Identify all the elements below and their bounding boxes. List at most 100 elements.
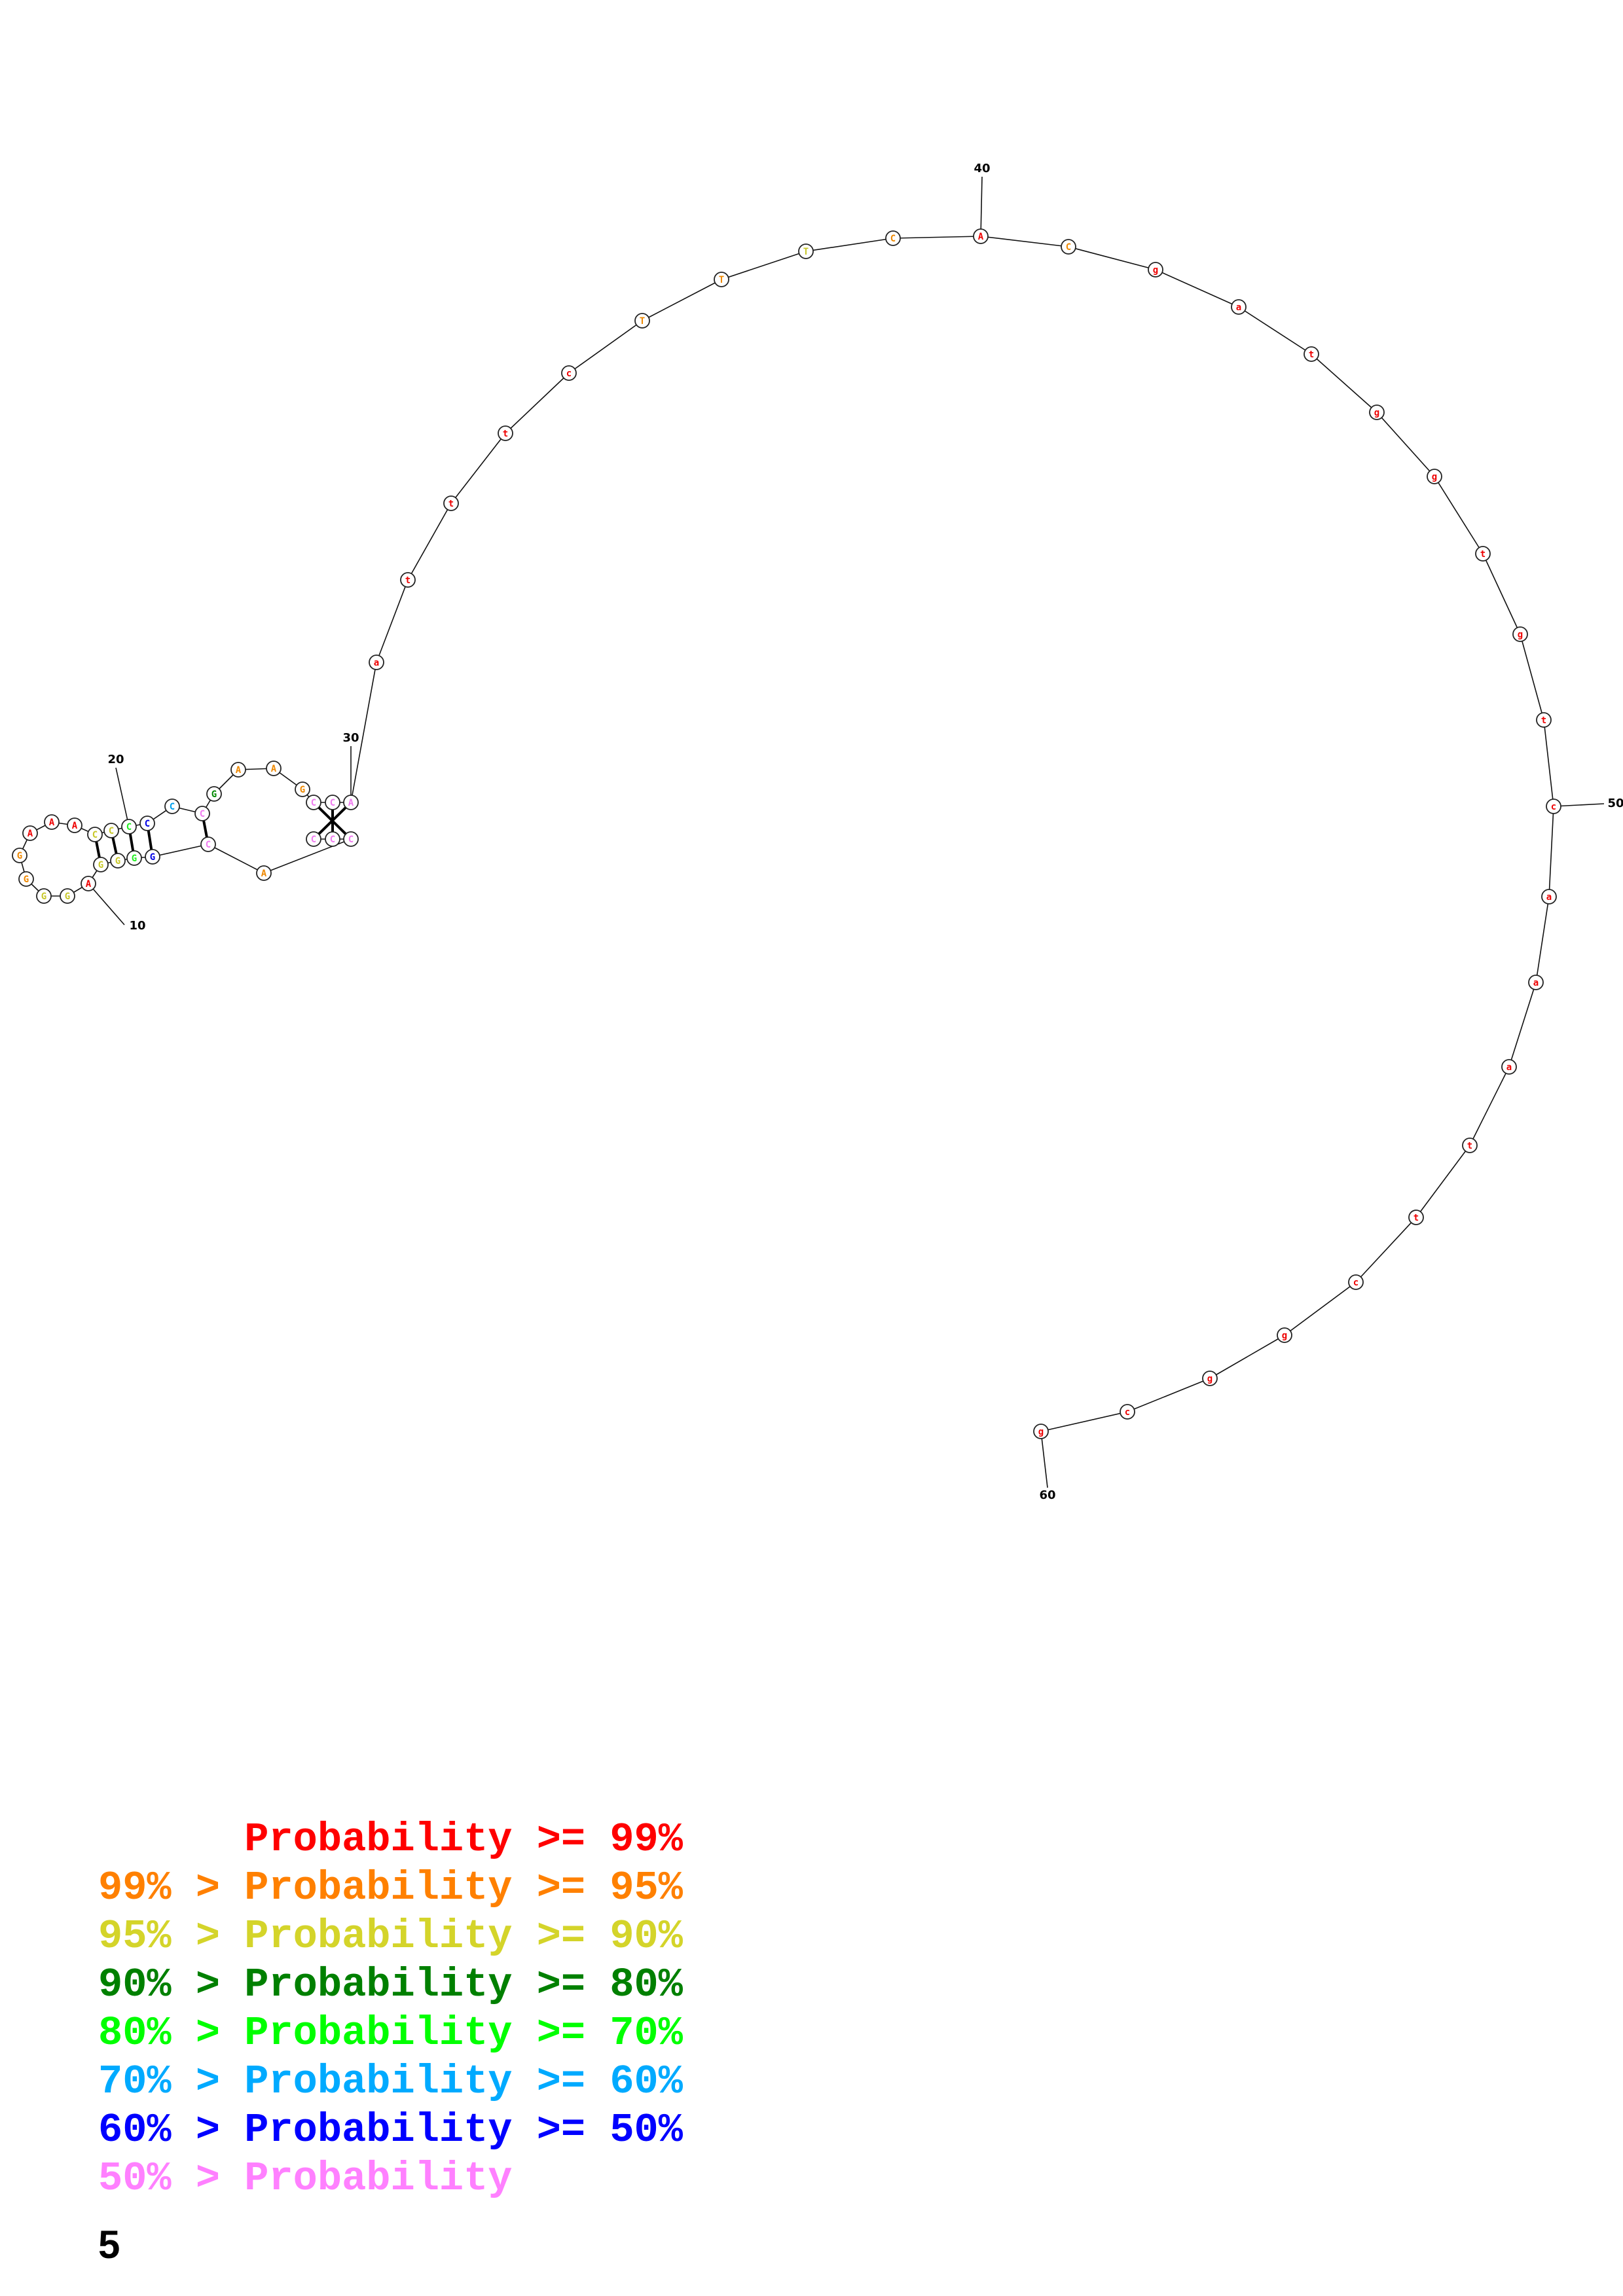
nucleotide-letter: C bbox=[1066, 242, 1071, 253]
nucleotide-letter: g bbox=[1282, 1331, 1287, 1341]
nucleotide-1: C bbox=[306, 831, 321, 847]
backbone-segment bbox=[376, 579, 409, 663]
nucleotide-32: t bbox=[400, 572, 416, 588]
base-pairs bbox=[95, 806, 347, 858]
nucleotide-circle bbox=[325, 795, 340, 810]
nucleotide-circle bbox=[295, 781, 310, 797]
nucleotide-41: C bbox=[1061, 239, 1076, 255]
nucleotide-circle bbox=[121, 819, 137, 834]
backbone bbox=[19, 236, 1554, 1432]
legend-row-2: 95% > Probability >= 90% bbox=[98, 1912, 683, 1961]
nucleotide-letter: G bbox=[300, 785, 305, 795]
nucleotide-circle bbox=[1304, 346, 1319, 362]
nucleotide-circle bbox=[60, 888, 75, 904]
nucleotide-circle bbox=[44, 814, 60, 830]
nucleotide-37: T bbox=[714, 272, 729, 287]
backbone-segment bbox=[980, 236, 1069, 247]
backbone-segment bbox=[1434, 476, 1484, 554]
nucleotide-circle bbox=[1501, 1059, 1517, 1075]
backbone-segment bbox=[721, 251, 807, 280]
base-pair-bond bbox=[147, 830, 153, 850]
backbone-segment bbox=[1127, 1378, 1211, 1412]
backbone-segment bbox=[1068, 246, 1156, 270]
nucleotide-letter: C bbox=[330, 798, 335, 808]
nucleotide-letter: T bbox=[719, 275, 724, 285]
nucleotide-letter: C bbox=[126, 822, 132, 833]
nucleotide-letter: A bbox=[978, 232, 984, 242]
nucleotide-25: A bbox=[230, 762, 246, 778]
nucleotide-60: g bbox=[1033, 1424, 1049, 1439]
nucleotide-circle bbox=[1231, 299, 1247, 315]
nucleotide-letter: A bbox=[236, 765, 242, 776]
nucleotide-39: C bbox=[885, 230, 901, 246]
nucleotide-53: a bbox=[1501, 1059, 1517, 1075]
nucleotide-33: t bbox=[443, 495, 459, 511]
position-label: 30 bbox=[342, 731, 359, 745]
nucleotide-circle bbox=[81, 876, 96, 891]
nucleotide-circle bbox=[1277, 1327, 1292, 1343]
nucleotide-circle bbox=[12, 848, 27, 863]
nucleotide-6: G bbox=[145, 849, 160, 865]
nucleotide-19: C bbox=[103, 823, 119, 838]
nucleotide-circle bbox=[973, 228, 989, 244]
nucleotide-24: G bbox=[206, 786, 222, 802]
nucleotide-letter: G bbox=[24, 874, 29, 885]
legend-prefix bbox=[98, 1816, 244, 1863]
nucleotide-circle bbox=[1475, 546, 1491, 562]
legend-text: Probability >= 60% bbox=[244, 2058, 683, 2105]
nucleotide-17: A bbox=[67, 817, 82, 833]
nucleotide-21: C bbox=[139, 816, 155, 831]
position-label: 10 bbox=[129, 919, 145, 933]
nucleotide-circle bbox=[1408, 1210, 1424, 1225]
nucleotide-circle bbox=[200, 836, 216, 852]
nucleotide-circle bbox=[87, 827, 103, 842]
nucleotide-letter: G bbox=[115, 856, 120, 867]
backbone-segment bbox=[1535, 896, 1550, 983]
nucleotide-circle bbox=[885, 230, 901, 246]
nucleotide-42: g bbox=[1148, 262, 1163, 278]
nucleotide-49: t bbox=[1536, 712, 1552, 728]
position-tick bbox=[115, 767, 130, 827]
nucleotide-circle bbox=[561, 365, 577, 381]
nucleotide-34: t bbox=[498, 425, 513, 441]
nucleotide-letter: C bbox=[109, 826, 114, 836]
nucleotide-20: C bbox=[121, 819, 137, 834]
backbone-segment bbox=[1469, 1066, 1510, 1146]
legend-prefix: 80% > bbox=[98, 2010, 245, 2056]
nucleotide-3: C bbox=[343, 831, 359, 847]
nucleotide-letter: t bbox=[1480, 549, 1486, 560]
position-tick bbox=[1040, 1431, 1048, 1488]
nucleotide-circle bbox=[798, 243, 814, 259]
nucleotide-circle bbox=[1512, 626, 1528, 642]
backbone-segment bbox=[1355, 1217, 1417, 1283]
nucleotide-circle bbox=[139, 816, 155, 831]
nucleotide-letter: c bbox=[1551, 802, 1556, 812]
position-tick bbox=[980, 176, 983, 237]
nucleotide-letter: g bbox=[1374, 408, 1379, 418]
legend-prefix: 95% > bbox=[98, 1913, 245, 1960]
nucleotide-letter: c bbox=[566, 368, 572, 379]
nucleotide-circle bbox=[22, 825, 38, 841]
nucleotide-circle bbox=[194, 806, 210, 821]
nucleotide-letter: t bbox=[1309, 350, 1314, 360]
nucleotide-letter: a bbox=[1236, 302, 1241, 313]
nucleotide-56: c bbox=[1348, 1274, 1364, 1290]
backbone-segment bbox=[1508, 982, 1537, 1067]
nucleotide-circle bbox=[306, 831, 321, 847]
nucleotide-27: G bbox=[295, 781, 310, 797]
backbone-segment bbox=[208, 844, 264, 874]
legend-row-5: 70% > Probability >= 60% bbox=[98, 2058, 683, 2106]
nucleotide-26: A bbox=[266, 761, 282, 776]
backbone-segment bbox=[505, 372, 570, 434]
nucleotide-29: C bbox=[325, 795, 340, 810]
nucleotide-letter: C bbox=[330, 834, 335, 845]
nucleotide-letter: a bbox=[1546, 892, 1552, 903]
nucleotide-letter: C bbox=[92, 830, 98, 840]
nucleotide-54: t bbox=[1462, 1138, 1478, 1153]
nucleotide-40: A bbox=[973, 228, 989, 244]
position-tick bbox=[1553, 803, 1605, 807]
backbone-segment bbox=[1482, 553, 1521, 635]
nucleotide-circle bbox=[145, 849, 160, 865]
nucleotide-letter: t bbox=[1467, 1141, 1472, 1151]
